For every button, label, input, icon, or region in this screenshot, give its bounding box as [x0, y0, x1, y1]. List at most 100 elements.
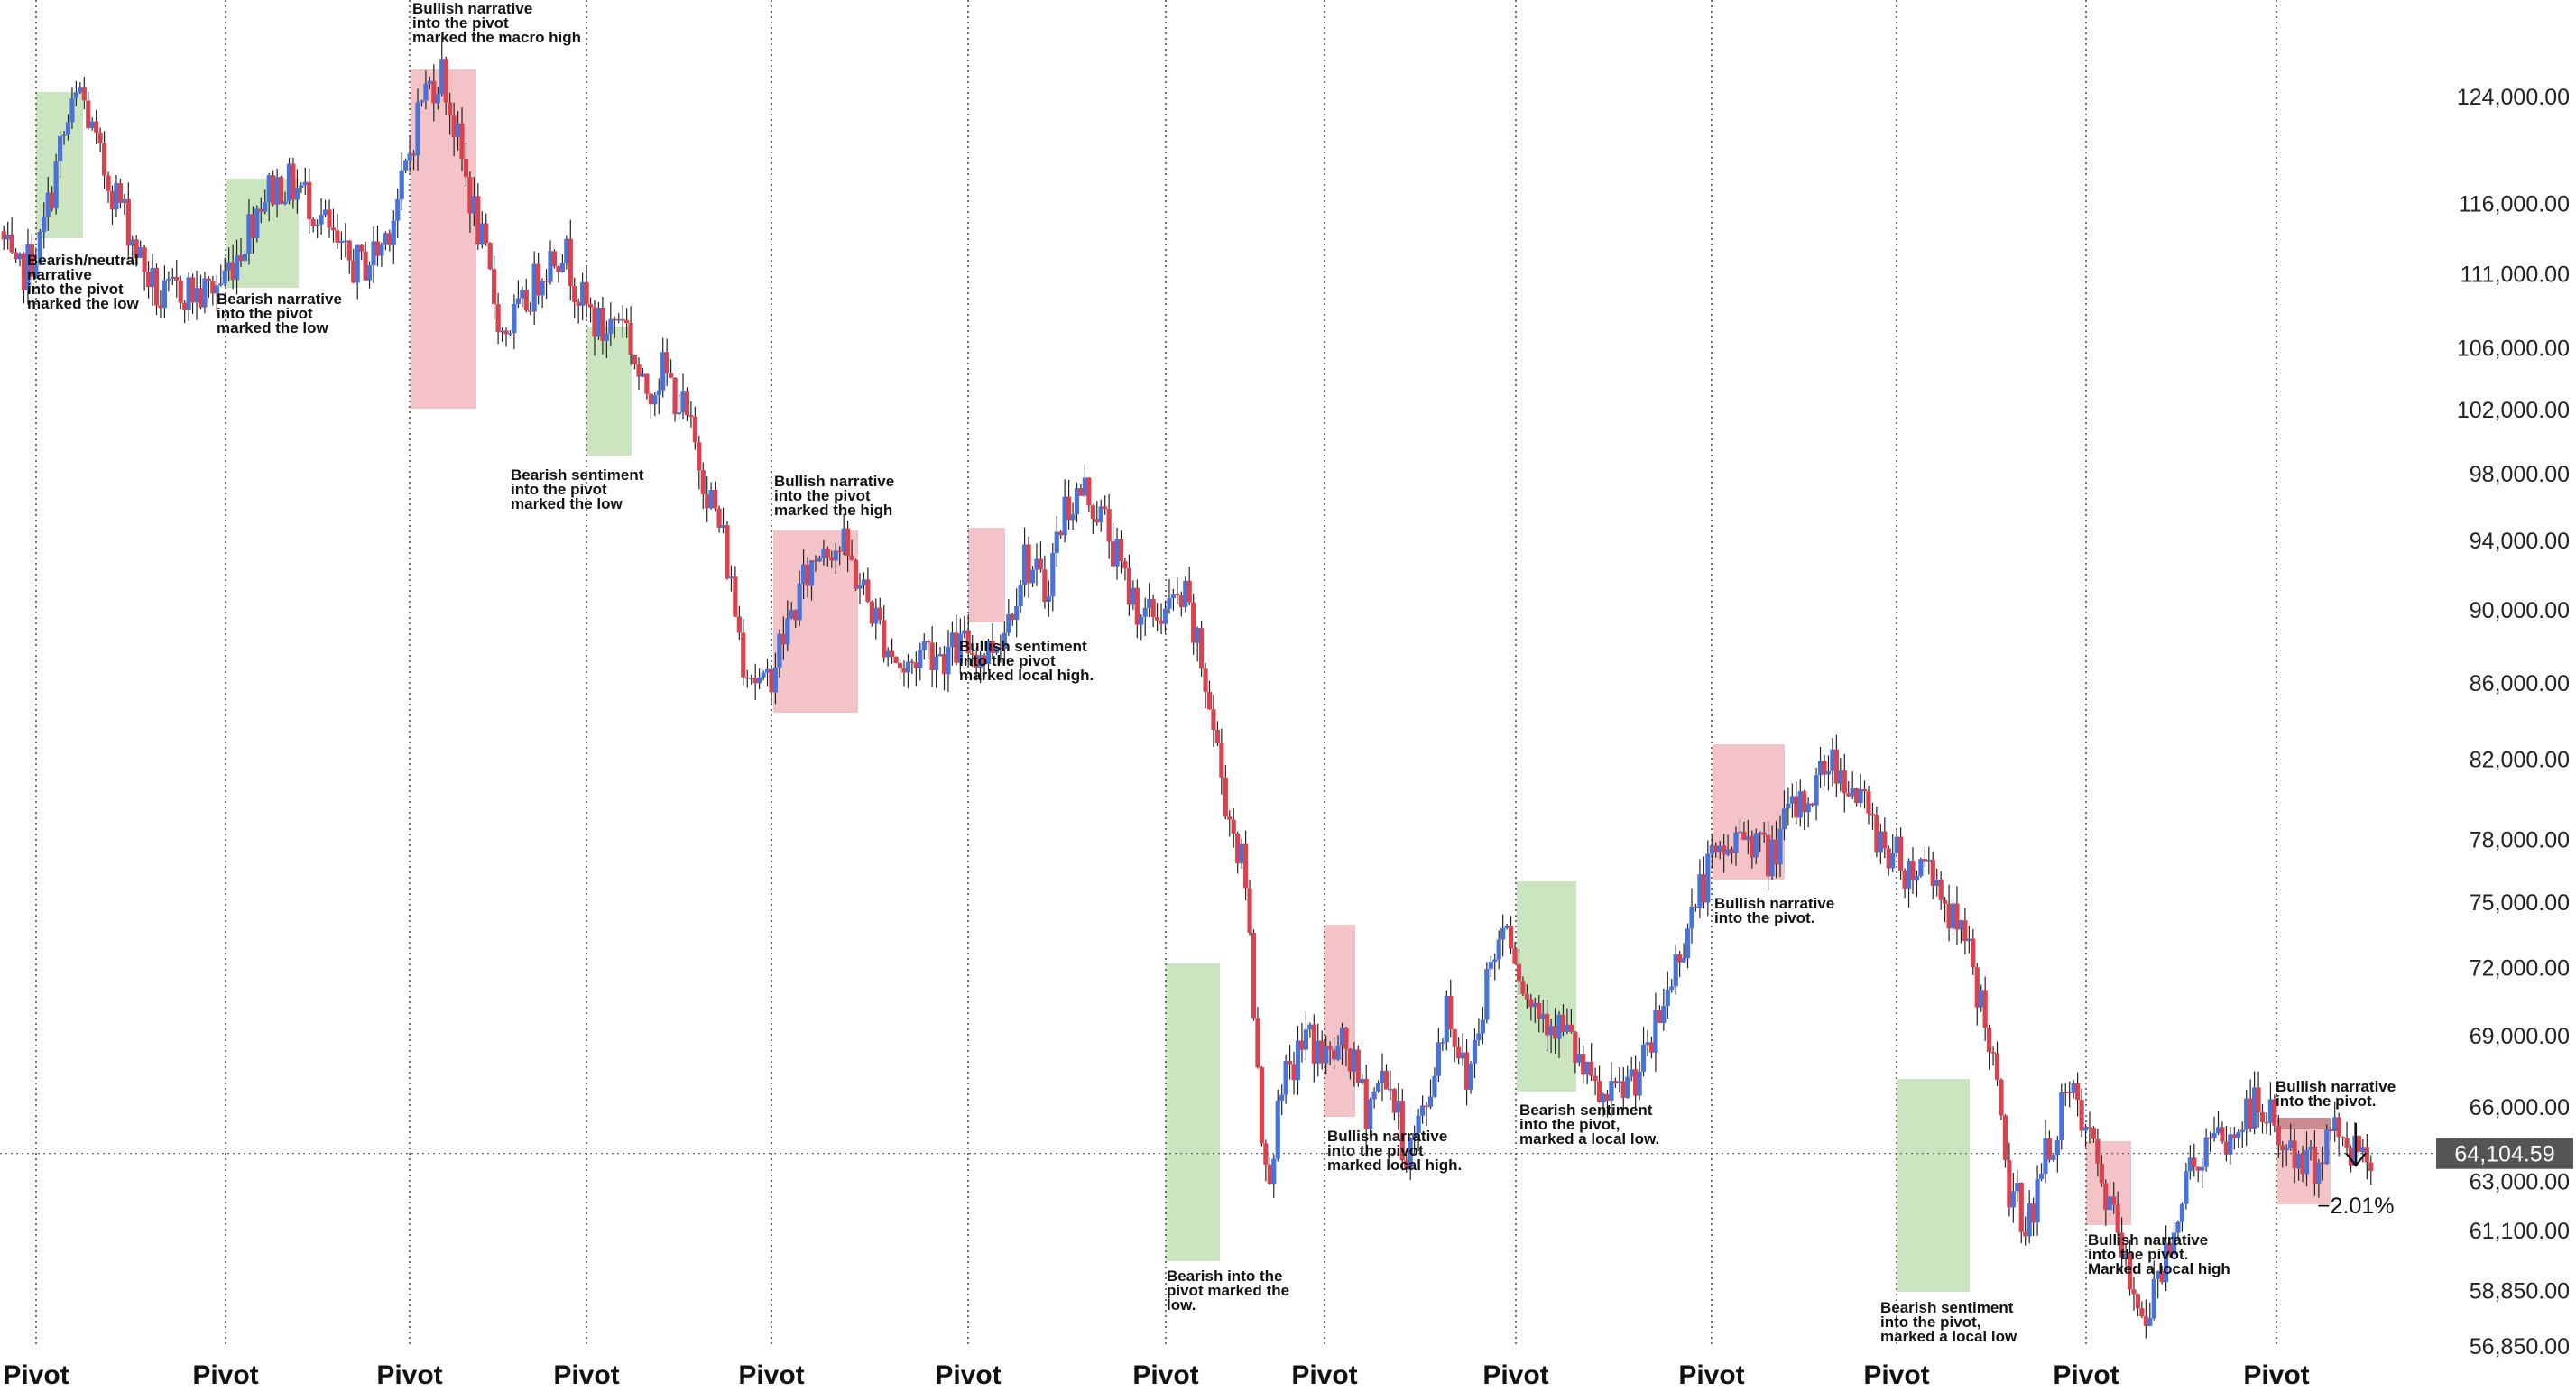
pivot-axis-label: Pivot — [192, 1360, 258, 1387]
price-tick-label: 111,000.00 — [2461, 263, 2570, 288]
candle — [142, 244, 147, 291]
candle — [1456, 1037, 1462, 1065]
candle — [1758, 831, 1763, 852]
annotation-line: Bearish sentiment — [1880, 1299, 2014, 1316]
price-tick-label: 69,000.00 — [2470, 1024, 2570, 1049]
candle — [1822, 754, 1827, 787]
candle — [1870, 802, 1876, 830]
candle — [515, 280, 521, 309]
candle — [2195, 1166, 2201, 1183]
pivot-annotations: Bearish/neutral narrative into the pivot ma… — [27, 0, 2396, 1345]
candle — [1576, 1037, 1582, 1067]
candle — [1074, 482, 1080, 523]
candle — [2200, 1157, 2205, 1189]
candle — [2211, 1116, 2217, 1142]
zone-red-3 — [411, 69, 476, 409]
price-tick-label: 66,000.00 — [2470, 1095, 2570, 1120]
candle — [970, 635, 975, 668]
candle — [2018, 1182, 2024, 1244]
candle — [1492, 953, 1498, 981]
candle — [857, 573, 863, 604]
candle — [568, 219, 573, 301]
annotation-line: marked the high — [774, 502, 892, 519]
candle — [294, 169, 300, 214]
pivot-axis-label: Pivot — [3, 1360, 69, 1387]
candle — [1303, 1011, 1308, 1061]
candle — [1255, 1007, 1260, 1069]
candle — [69, 87, 75, 129]
candle — [2295, 1150, 2302, 1181]
candle — [720, 507, 726, 534]
candle — [174, 259, 180, 298]
pivot-annotation: Bullish sentiment into the pivot marked lo… — [959, 638, 1094, 684]
candle — [893, 656, 899, 664]
candle — [1360, 1074, 1365, 1085]
candle — [761, 670, 766, 681]
candle — [1251, 929, 1257, 1021]
candle — [178, 275, 183, 310]
candle — [61, 131, 67, 145]
candle — [1833, 734, 1839, 797]
candle — [1211, 694, 1216, 747]
price-tick-label: 78,000.00 — [2470, 827, 2570, 853]
candle — [1814, 767, 1819, 821]
candle — [198, 274, 204, 310]
candle — [2159, 1266, 2165, 1285]
candle — [2127, 1240, 2133, 1296]
candle — [2015, 1169, 2020, 1202]
candle — [1416, 1108, 1421, 1152]
annotation-line: Bullish sentiment — [959, 638, 1087, 655]
candle — [2304, 1131, 2310, 1187]
candle — [764, 659, 771, 687]
pivot-axis-label: Pivot — [1291, 1360, 1357, 1387]
candle — [1126, 554, 1132, 616]
candle — [587, 297, 594, 323]
candle — [263, 189, 268, 215]
price-tick-label: 98,000.00 — [2470, 462, 2570, 487]
candle — [1002, 621, 1007, 666]
price-tick-label: 106,000.00 — [2457, 336, 2570, 362]
candle — [182, 300, 188, 324]
candle — [2151, 1260, 2156, 1321]
candle — [1581, 1045, 1586, 1084]
price-tick-label: 72,000.00 — [2470, 955, 2570, 981]
candle — [2027, 1190, 2032, 1244]
candle — [1468, 1061, 1473, 1094]
annotation-line: narrative — [27, 266, 92, 283]
candle — [2023, 1216, 2028, 1246]
candle — [1974, 963, 1980, 1026]
candle — [604, 320, 609, 359]
candle — [993, 645, 1000, 655]
candle — [676, 394, 682, 420]
candle — [1601, 1092, 1606, 1117]
candle — [1532, 997, 1537, 1024]
candle — [957, 618, 963, 674]
candle — [492, 255, 497, 320]
candle — [1637, 1061, 1642, 1101]
candle — [145, 261, 152, 299]
candle — [1283, 1054, 1288, 1104]
candle — [1625, 1065, 1630, 1099]
candle — [484, 213, 489, 246]
candle — [998, 634, 1003, 663]
candle — [266, 172, 272, 222]
current-price-tag[interactable] — [2436, 1138, 2573, 1169]
candle — [443, 56, 448, 115]
candle — [230, 244, 235, 290]
candle — [1275, 1089, 1280, 1162]
candle — [1335, 1035, 1341, 1061]
candle — [1556, 1010, 1562, 1058]
candle — [451, 102, 457, 157]
candle — [21, 252, 27, 304]
candle — [351, 248, 356, 284]
candle — [2340, 1136, 2346, 1147]
candle — [1408, 1137, 1413, 1181]
candle — [592, 300, 597, 356]
candle — [929, 626, 935, 687]
candle — [1552, 1008, 1558, 1054]
candle — [543, 269, 549, 300]
candle — [2312, 1130, 2318, 1196]
candle — [109, 185, 115, 225]
